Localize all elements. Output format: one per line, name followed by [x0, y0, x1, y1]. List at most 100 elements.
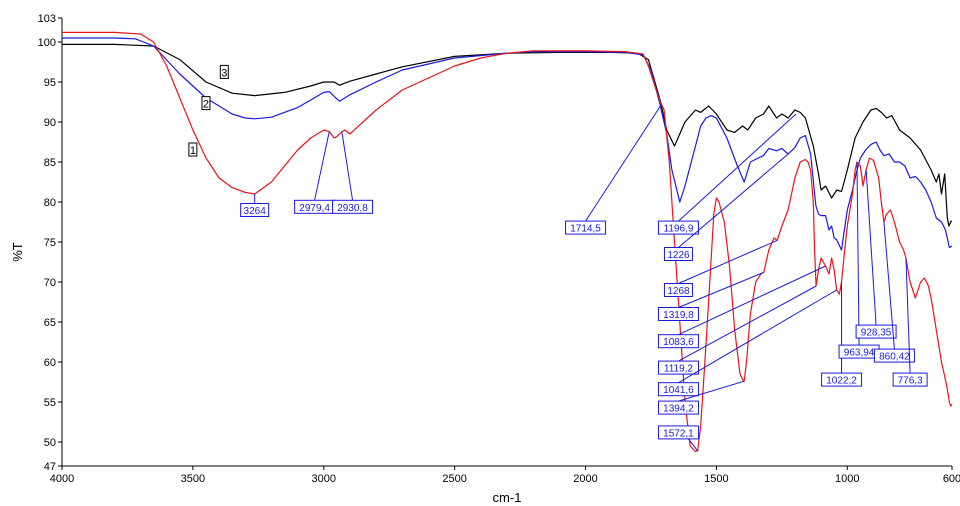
peak-leader-line: [585, 105, 661, 222]
peak-label-box: [657, 400, 699, 415]
y-tick-label: 50: [44, 437, 56, 449]
y-tick-label: 65: [44, 317, 56, 329]
y-tick-label: 70: [44, 277, 56, 289]
peak-label-text: 1394,2: [663, 404, 694, 415]
series-id-text: 1: [190, 145, 196, 157]
peak-annotation: 928,35: [855, 169, 897, 339]
x-tick-label: 3500: [181, 473, 205, 485]
peak-label-text: 1041,6: [663, 385, 694, 396]
series-3-id-label: 3: [219, 64, 229, 79]
y-tick-label: 80: [44, 197, 56, 209]
peak-label-text: 2930,8: [337, 203, 368, 214]
x-tick-label: 2500: [442, 473, 466, 485]
series-1-line: [62, 31, 953, 453]
y-tick-label: 47: [44, 461, 56, 473]
peak-label-text: 2979,4: [299, 203, 330, 214]
peak-label-box: [663, 247, 693, 261]
peak-annotation: 860,42: [873, 221, 915, 363]
series-id-layer: 3 2 1: [188, 64, 229, 157]
peak-leader-line: [883, 221, 895, 350]
peak-leader-line: [678, 271, 764, 308]
peak-label-box: [873, 348, 915, 363]
peak-annotation: 1022,2: [821, 282, 863, 387]
peak-annotation: 963,94: [838, 161, 880, 359]
x-tick-label: 2000: [573, 473, 597, 485]
peak-annotation: 776,3: [892, 257, 928, 387]
y-tick-label: 60: [44, 357, 56, 369]
peak-annotation: 1041,6: [657, 289, 837, 397]
peak-annotation: 1572,1: [657, 425, 699, 452]
peak-leader-line: [678, 239, 778, 284]
peak-label-text: 1268: [667, 286, 690, 297]
peak-annotation: 1083,6: [657, 265, 826, 349]
peak-label-text: 1319,8: [663, 310, 694, 321]
peak-annotation: 1319,8: [657, 271, 764, 321]
peak-leader-line: [856, 161, 860, 346]
peak-leader-line: [678, 113, 797, 222]
peak-annotation: 1268: [663, 239, 778, 297]
x-tick-label: 600: [943, 473, 960, 485]
peak-label-text: 1196,9: [664, 224, 694, 235]
y-tick-label: 55: [44, 397, 56, 409]
axes: [61, 18, 952, 467]
peak-leader-line: [341, 131, 354, 201]
peak-label-text: 3264: [244, 206, 267, 217]
peak-label-box: [240, 203, 270, 217]
peak-label-text: 1714,5: [570, 224, 601, 235]
peak-leader-line: [678, 265, 826, 336]
peak-label-box: [657, 360, 699, 375]
y-tick-label: 85: [44, 157, 56, 169]
y-tick-label: 90: [44, 117, 56, 129]
x-tick-label: 1000: [835, 473, 859, 485]
peak-label-box: [663, 283, 693, 297]
series-2-id-label: 2: [201, 96, 211, 111]
series-3-line: [62, 43, 952, 227]
x-tick-label: 4000: [50, 473, 74, 485]
peak-label-text: 1022,2: [826, 376, 857, 387]
x-tick-label: 3000: [312, 473, 336, 485]
peak-leader-line: [678, 285, 817, 362]
peak-label-text: 1226: [667, 250, 690, 261]
peak-leader-line: [678, 153, 789, 248]
peak-annotation: 3264: [240, 194, 270, 217]
y-tick-label: 75: [44, 237, 56, 249]
peak-annotation: 1119,2: [657, 285, 817, 375]
peak-annotation: 1394,2: [657, 380, 745, 415]
y-axis-title: %T: [10, 242, 25, 262]
peak-leader-line: [314, 131, 330, 201]
x-tick-label: 1500: [704, 473, 728, 485]
peak-label-box: [892, 372, 928, 387]
peak-annotation: 1714,5: [565, 105, 661, 235]
series-1-id-label: 1: [188, 142, 198, 157]
peak-leader-line: [865, 169, 877, 326]
peak-label-text: 1572,1: [663, 428, 694, 439]
peak-label-box: [657, 334, 699, 349]
x-axis-title: cm-1: [493, 490, 522, 505]
peak-label-box: [855, 324, 897, 339]
series-2-line: [62, 37, 953, 251]
peak-label-box: [657, 220, 699, 235]
series-id-box: [188, 142, 198, 157]
peak-label-text: 776,3: [898, 376, 923, 387]
peak-label-box: [657, 307, 699, 321]
series-id-text: 2: [203, 99, 209, 111]
peak-label-box: [821, 372, 863, 387]
series-id-box: [219, 64, 229, 79]
peak-label-box: [657, 382, 699, 397]
peak-leader-line: [905, 257, 911, 374]
peak-leader-line: [678, 289, 837, 384]
x-ticks: 4000 3500 3000 2500 2000 1500 1000 600: [50, 466, 960, 485]
series-layer: [62, 31, 953, 453]
y-ticks: 47 50 55 60 65 70 75 80 85 90 95 100 103: [38, 13, 62, 473]
series-id-text: 3: [221, 67, 227, 79]
y-tick-label: 103: [38, 13, 56, 25]
y-tick-label: 100: [38, 37, 56, 49]
peak-label-text: 928,35: [861, 328, 892, 339]
peak-label-box: [565, 220, 607, 235]
peak-label-text: 963,94: [844, 348, 875, 359]
peak-annotation: 1226: [663, 153, 789, 261]
peak-annotation: 2979,4: [294, 131, 336, 214]
peak-label-box: [332, 199, 374, 214]
annotation-layer: 3264 2979,4 2930,8 1714,5 1196,9 1226 1268 1319…: [240, 105, 928, 452]
